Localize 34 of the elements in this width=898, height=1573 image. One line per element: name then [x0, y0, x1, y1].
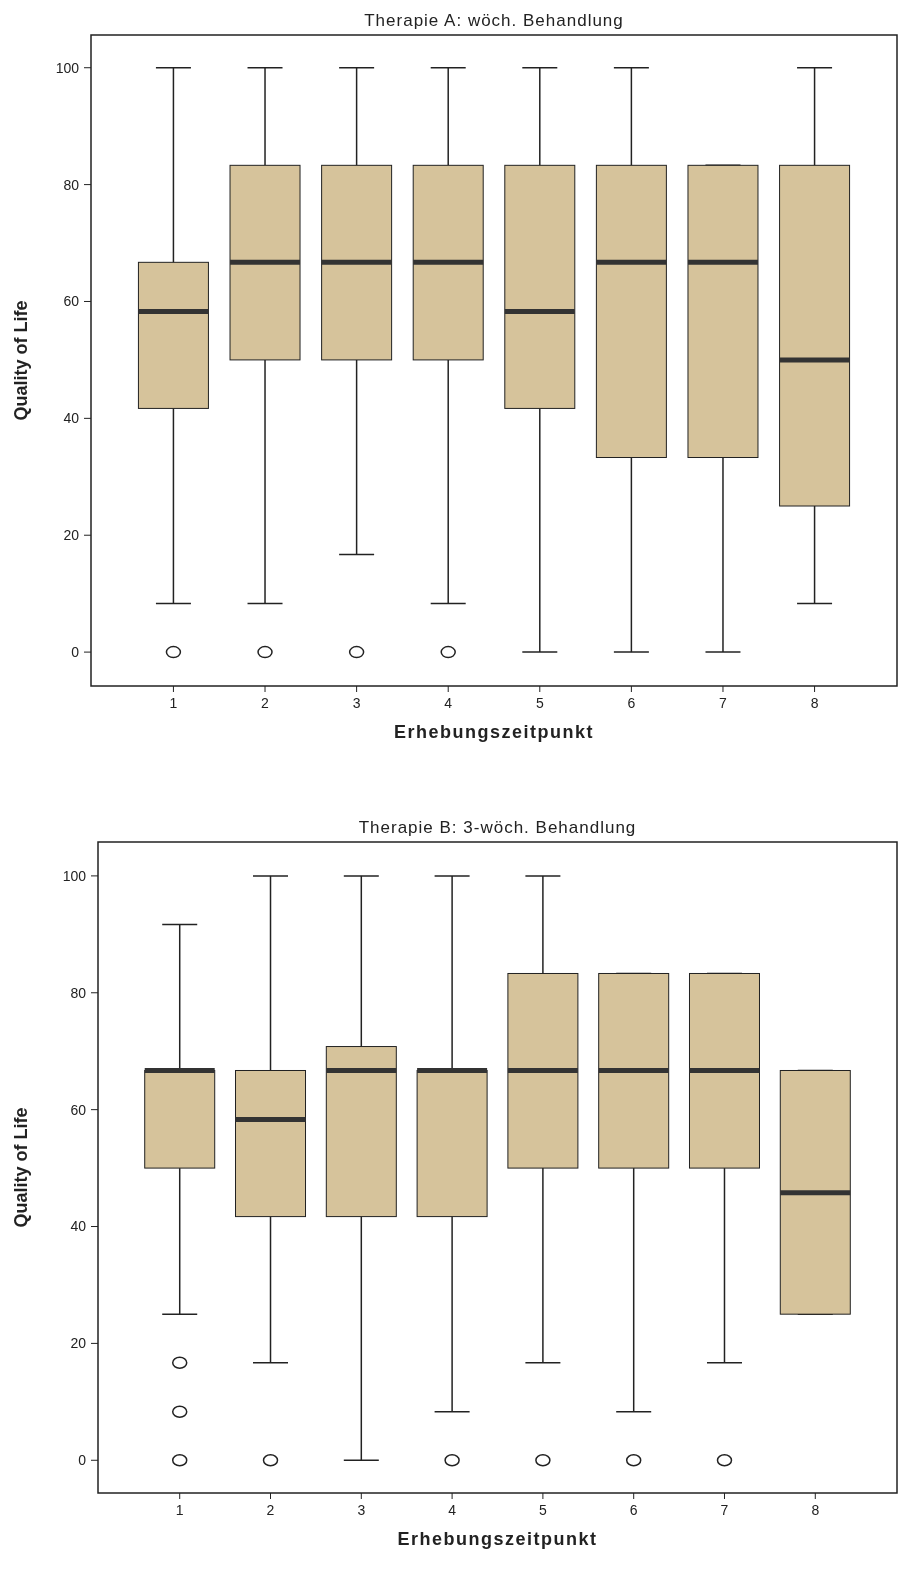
- y-axis-title: Quality of Life: [11, 1107, 31, 1228]
- y-tick-label: 20: [70, 1335, 87, 1352]
- y-tick-label: 80: [63, 176, 80, 193]
- x-tick-label: 3: [352, 695, 361, 711]
- x-tick-label: 5: [535, 695, 544, 711]
- x-tick-label: 3: [357, 1502, 366, 1518]
- y-tick-label: 100: [55, 59, 80, 76]
- x-tick-label: 4: [448, 1502, 457, 1518]
- chart-title: Therapie B: 3-wöch. Behandlung: [358, 818, 637, 837]
- y-tick-label: 60: [63, 293, 80, 310]
- y-tick-label: 20: [63, 527, 80, 544]
- x-tick-label: 7: [720, 1502, 729, 1518]
- x-tick-label: 8: [810, 695, 819, 711]
- y-tick-label: 0: [78, 1452, 87, 1469]
- x-tick-label: 6: [627, 695, 636, 711]
- x-axis-title: Erhebungszeitpunkt: [397, 1529, 598, 1549]
- y-tick-label: 100: [62, 867, 87, 884]
- chart-title: Therapie A: wöch. Behandlung: [364, 11, 624, 30]
- y-tick-label: 80: [70, 984, 87, 1001]
- x-tick-label: 2: [266, 1502, 275, 1518]
- y-tick-label: 40: [63, 410, 80, 427]
- x-tick-label: 1: [175, 1502, 184, 1518]
- x-tick-label: 4: [444, 695, 453, 711]
- x-tick-label: 7: [719, 695, 728, 711]
- x-tick-label: 8: [811, 1502, 820, 1518]
- x-tick-label: 1: [169, 695, 178, 711]
- y-tick-label: 40: [70, 1218, 87, 1235]
- x-tick-label: 5: [539, 1502, 547, 1518]
- x-axis-title: Erhebungszeitpunkt: [393, 722, 595, 742]
- y-tick-label: 0: [71, 644, 80, 661]
- x-tick-label: 2: [261, 695, 270, 711]
- y-tick-label: 60: [70, 1101, 87, 1118]
- x-tick-label: 6: [629, 1502, 638, 1518]
- y-axis-title: Quality of Life: [11, 300, 31, 421]
